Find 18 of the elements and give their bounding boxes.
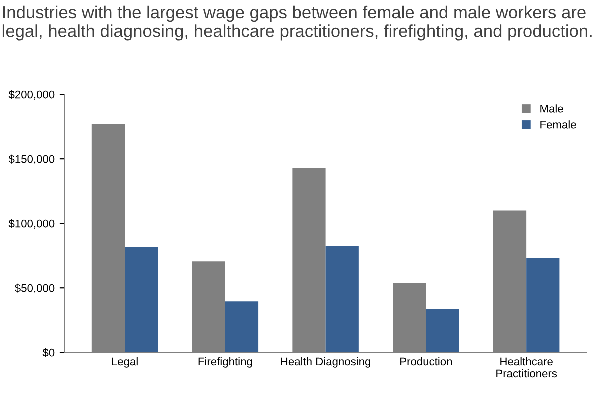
bar xyxy=(225,302,259,353)
y-tick-label: $50,000 xyxy=(15,284,55,294)
bar xyxy=(526,258,560,353)
x-tick-label: Firefighting xyxy=(198,357,252,368)
bar xyxy=(426,309,460,353)
bar xyxy=(326,246,359,353)
legend-label: Female xyxy=(540,120,576,129)
bar xyxy=(125,247,158,353)
x-tick-label: Health Diagnosing xyxy=(281,357,370,368)
chart-title: Industries with the largest wage gaps between female and male workers are legal, health diagnosing, healthcare practitioners, firefighting, and production. xyxy=(2,6,592,41)
y-tick-label: $100,000 xyxy=(8,219,55,230)
x-tick-label: Healthcare Practitioners xyxy=(496,357,558,378)
x-tick-label: Production xyxy=(400,357,452,366)
x-tick-label: Legal xyxy=(112,357,138,368)
y-tick-label: $150,000 xyxy=(8,154,55,165)
y-tick-label: $0 xyxy=(42,348,55,358)
y-tick-label: $200,000 xyxy=(8,90,55,100)
legend-label: Male xyxy=(540,104,564,113)
